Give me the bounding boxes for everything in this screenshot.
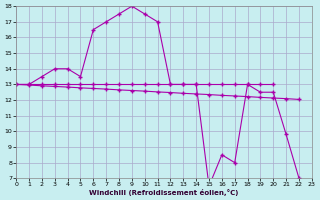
X-axis label: Windchill (Refroidissement éolien,°C): Windchill (Refroidissement éolien,°C) <box>89 189 239 196</box>
